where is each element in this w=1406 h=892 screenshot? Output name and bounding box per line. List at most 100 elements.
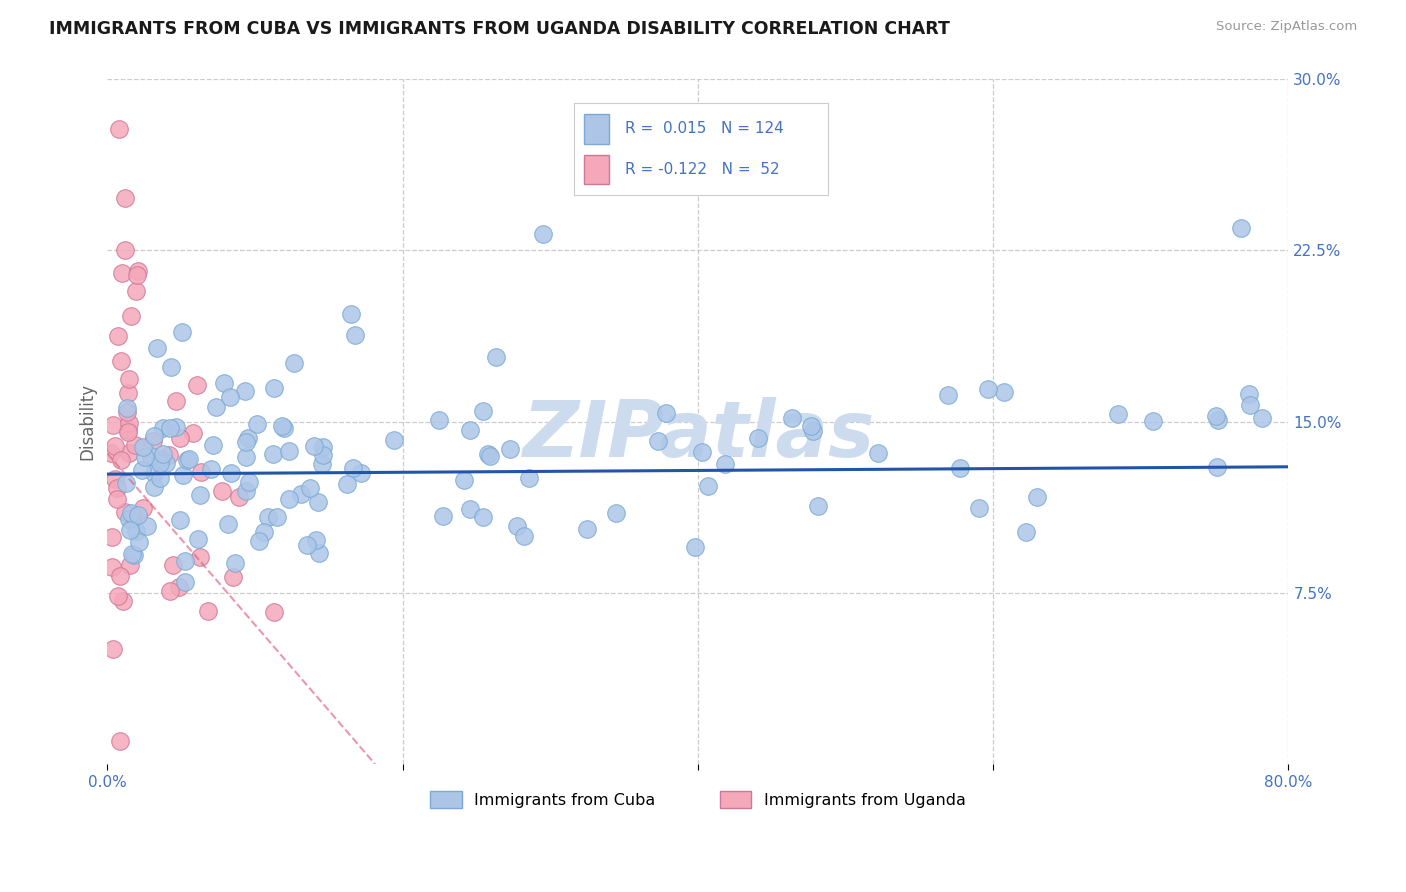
Point — [800, 419, 823, 434]
Point — [427, 413, 450, 427]
Point — [271, 418, 294, 433]
Point — [174, 575, 197, 590]
Point — [122, 548, 145, 562]
Point — [197, 604, 219, 618]
Point — [110, 354, 132, 368]
Y-axis label: Disability: Disability — [79, 383, 96, 460]
Text: IMMIGRANTS FROM CUBA VS IMMIGRANTS FROM UGANDA DISABILITY CORRELATION CHART: IMMIGRANTS FROM CUBA VS IMMIGRANTS FROM … — [49, 20, 950, 37]
Point — [506, 519, 529, 533]
Point — [472, 404, 495, 418]
Point — [575, 522, 598, 536]
Point — [283, 355, 305, 369]
Point — [485, 351, 508, 365]
Point — [115, 401, 138, 415]
Point — [169, 431, 191, 445]
Point — [214, 376, 236, 391]
Point — [531, 227, 554, 242]
Point — [100, 446, 122, 460]
Point — [121, 310, 143, 324]
Point — [252, 524, 274, 539]
Point — [167, 580, 190, 594]
Point — [453, 474, 475, 488]
Point — [108, 734, 131, 748]
Point — [344, 327, 367, 342]
Point — [299, 481, 322, 495]
Point — [977, 382, 1000, 396]
Point — [172, 467, 194, 482]
Point — [146, 342, 169, 356]
Point — [124, 524, 146, 538]
Point — [246, 417, 269, 432]
Point — [211, 483, 233, 498]
Point — [273, 420, 295, 434]
Point — [311, 448, 333, 462]
Point — [120, 523, 142, 537]
Point — [165, 419, 187, 434]
Point — [149, 451, 172, 466]
Point — [127, 264, 149, 278]
Point — [136, 519, 159, 533]
Point — [105, 481, 128, 495]
Point — [235, 434, 257, 449]
Point — [228, 490, 250, 504]
Point — [107, 329, 129, 343]
Point — [217, 516, 239, 531]
Point — [117, 423, 139, 437]
Point — [172, 325, 194, 339]
Point — [308, 546, 330, 560]
Point — [117, 425, 139, 439]
Point — [139, 450, 162, 464]
Point — [263, 606, 285, 620]
Point — [118, 512, 141, 526]
Point — [479, 449, 502, 463]
Point — [432, 508, 454, 523]
Point — [683, 541, 706, 555]
Point — [188, 550, 211, 565]
Point — [266, 510, 288, 524]
Point — [219, 467, 242, 481]
Point — [513, 529, 536, 543]
Point — [1239, 398, 1261, 412]
Point — [747, 430, 769, 444]
Point — [218, 390, 240, 404]
Point — [111, 594, 134, 608]
Point — [235, 450, 257, 464]
Point — [233, 384, 256, 399]
Point — [499, 442, 522, 457]
Point — [186, 377, 208, 392]
Point — [290, 487, 312, 501]
Point — [110, 452, 132, 467]
Point — [247, 534, 270, 549]
Point — [647, 434, 669, 449]
Point — [162, 558, 184, 572]
Point — [714, 458, 737, 472]
Point — [101, 530, 124, 544]
Point — [111, 266, 134, 280]
Point — [868, 446, 890, 460]
Point — [305, 533, 328, 548]
Point — [1251, 411, 1274, 425]
Point — [127, 508, 149, 522]
Point — [104, 439, 127, 453]
Point — [949, 461, 972, 475]
Point — [263, 381, 285, 395]
Point — [128, 535, 150, 549]
Point — [105, 491, 128, 506]
Point — [115, 404, 138, 418]
Point — [132, 440, 155, 454]
Point — [104, 471, 127, 485]
Point — [155, 456, 177, 470]
Point — [108, 122, 131, 136]
Point — [350, 466, 373, 480]
Point — [697, 479, 720, 493]
Point — [803, 424, 825, 438]
Point — [1142, 414, 1164, 428]
Point — [936, 388, 959, 402]
Point — [1237, 386, 1260, 401]
Point — [307, 495, 329, 509]
Point — [993, 384, 1015, 399]
Point — [179, 452, 201, 467]
Point — [1015, 524, 1038, 539]
Point — [1206, 459, 1229, 474]
Point — [655, 406, 678, 420]
